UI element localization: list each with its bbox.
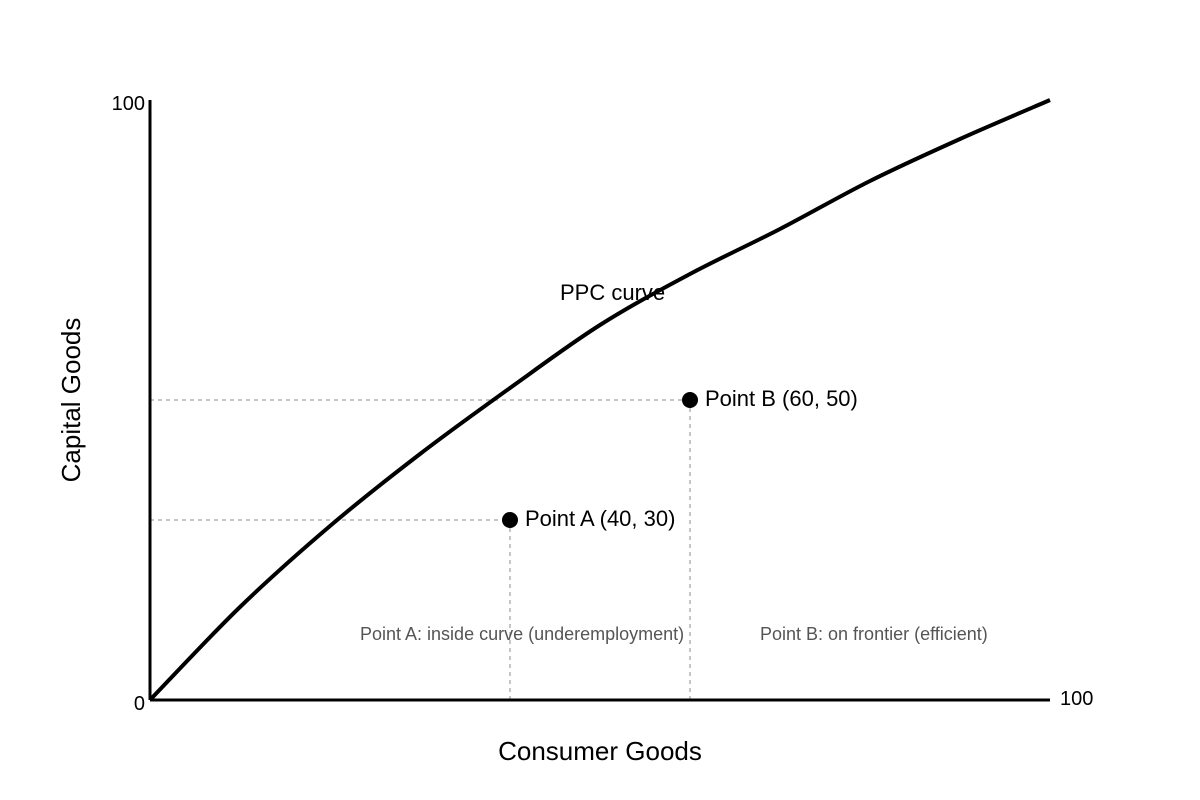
point-a-label: Point A (40, 30)	[525, 506, 675, 531]
point-a-marker	[502, 512, 518, 528]
y-axis-title: Capital Goods	[56, 318, 86, 483]
ppc-curve-label: PPC curve	[560, 280, 665, 305]
point-b-marker	[682, 392, 698, 408]
ppc-curve-line	[148, 98, 1051, 702]
point-b-label: Point B (60, 50)	[705, 386, 858, 411]
x-tick-label-max: 100	[1060, 688, 1093, 710]
x-axis-title: Consumer Goods	[498, 736, 702, 766]
y-tick-label-max: 100	[112, 93, 145, 115]
origin-tick-label: 0	[134, 693, 145, 715]
point-b-annotation: Point B: on frontier (efficient)	[760, 624, 988, 644]
guide-lines	[150, 399, 691, 700]
point-a-annotation: Point A: inside curve (underemployment)	[360, 624, 684, 644]
